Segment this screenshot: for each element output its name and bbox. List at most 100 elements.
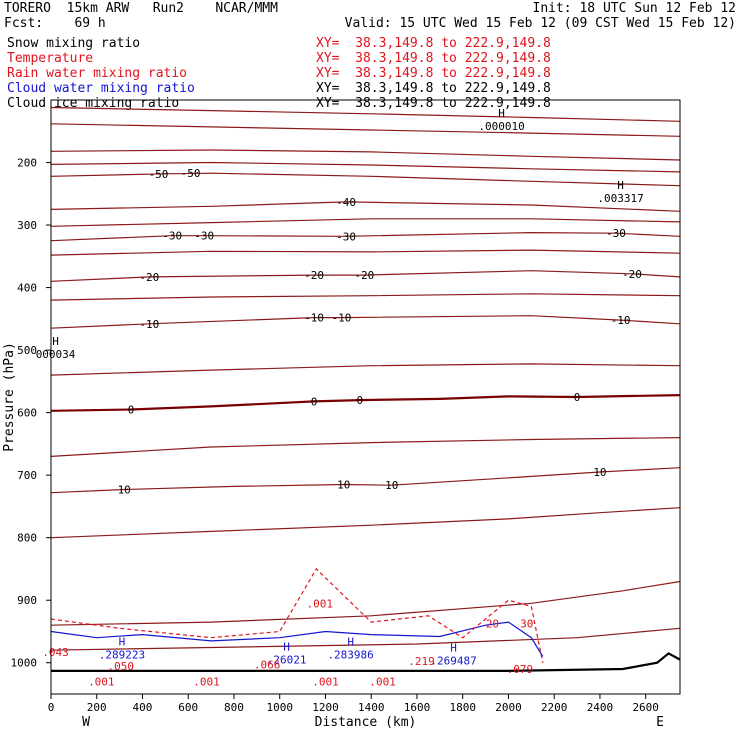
y-axis-label: Pressure (hPa) (2, 342, 17, 452)
isotherm-label-1: -50 (181, 167, 201, 180)
extremum-marker-3: H (119, 635, 126, 648)
legend-cloud-water-xy: XY= 38.3,149.8 to 222.9,149.8 (316, 81, 551, 96)
rain-label-6: .001 (88, 675, 115, 688)
isotherm-label-2: -40 (336, 196, 356, 209)
isotherm-label-15: 0 (128, 404, 135, 417)
series-line-20 (50, 621, 544, 657)
isotherm-label-6: -30 (606, 227, 626, 240)
x-tick-label-0: 0 (48, 701, 55, 714)
isotherm-label-8: -20 (304, 269, 324, 282)
x-tick-label-3: 600 (178, 701, 198, 714)
series-line-17 (50, 580, 681, 626)
series-line-9 (50, 270, 681, 282)
series-line-19 (51, 652, 681, 673)
isotherm-label-14: -10 (611, 314, 631, 327)
rain-label-0: .001 (307, 597, 334, 610)
series-line-18 (50, 627, 681, 651)
rain-label-11: 30 (520, 617, 533, 630)
valid-time: Valid: 15 UTC Wed 15 Feb 12 (09 CST Wed … (344, 16, 736, 31)
isotherm-label-9: -20 (354, 269, 374, 282)
isotherm-label-3: -30 (162, 230, 182, 243)
series-line-4 (50, 172, 681, 187)
extremum-marker-0: H (498, 107, 505, 120)
legend-snow-label: Snow mixing ratio (7, 36, 141, 51)
extremum-value-0: .000010 (478, 120, 524, 133)
isotherm-label-10: -20 (622, 268, 642, 281)
forecast-hour: Fcst: 69 h (4, 16, 106, 31)
y-tick-label-4: 600 (17, 407, 37, 420)
rain-label-9: .001 (369, 675, 396, 688)
x-tick-label-1: 200 (87, 701, 107, 714)
isotherm-label-21: 10 (385, 479, 398, 492)
axis-layer: 0 200 400 600 800 1000 1200 1400 1600 1800 2000 220… (11, 157, 659, 714)
legend-rain-label: Rain water mixing ratio (7, 66, 188, 81)
legend-rain-xy: XY= 38.3,149.8 to 222.9,149.8 (316, 66, 551, 81)
x-tick-label-11: 2200 (541, 701, 568, 714)
extremum-marker-5: H (347, 635, 354, 648)
isotherm-label-12: -10 (304, 312, 324, 325)
isotherm-label-4: -30 (194, 230, 214, 243)
x-tick-label-6: 1200 (312, 701, 339, 714)
y-tick-label-1: 300 (17, 219, 37, 232)
series-line-15 (50, 467, 681, 494)
isotherm-label-7: -20 (139, 271, 159, 284)
x-end-label-east: E (656, 715, 664, 730)
extremum-value-2: 000034 (36, 348, 76, 361)
x-tick-label-10: 2000 (495, 701, 522, 714)
model-title: TORERO 15km ARW Run2 NCAR/MMM (4, 1, 278, 16)
x-tick-label-8: 1600 (404, 701, 431, 714)
series-layer (50, 106, 681, 673)
series-line-7 (50, 231, 681, 242)
legend-temperature-xy: XY= 38.3,149.8 to 222.9,149.8 (316, 51, 551, 66)
y-tick-label-0: 200 (17, 157, 37, 170)
legend-snow-xy: XY= 38.3,149.8 to 222.9,149.8 (316, 36, 551, 51)
isotherm-label-13: -10 (332, 312, 352, 325)
isotherm-label-20: 10 (337, 479, 350, 492)
x-tick-label-4: 800 (224, 701, 244, 714)
series-line-6 (50, 218, 681, 227)
isotherm-label-17: 0 (356, 394, 363, 407)
series-line-12 (50, 363, 681, 376)
x-axis-label: Distance (km) (315, 715, 417, 730)
x-tick-label-9: 1800 (449, 701, 476, 714)
y-tick-label-6: 800 (17, 532, 37, 545)
series-line-13 (50, 394, 681, 412)
x-tick-label-2: 400 (133, 701, 153, 714)
x-end-label-west: W (82, 715, 90, 730)
rain-label-4: .219 (408, 655, 435, 668)
init-time: Init: 18 UTC Sun 12 Feb 12 (532, 1, 737, 16)
y-tick-label-5: 700 (17, 469, 37, 482)
series-line-21 (50, 567, 544, 663)
rain-label-1: .043 (42, 646, 69, 659)
isotherm-label-0: -50 (149, 168, 169, 181)
series-line-3 (50, 161, 681, 173)
series-line-11 (50, 315, 681, 329)
isotherm-label-11: -10 (139, 318, 159, 331)
isotherm-label-19: 10 (118, 484, 131, 497)
isotherm-label-16: 0 (311, 395, 318, 408)
y-tick-label-7: 900 (17, 594, 37, 607)
x-tick-label-12: 2400 (587, 701, 614, 714)
series-line-16 (50, 507, 681, 539)
extremum-marker-6: H (450, 642, 457, 655)
x-tick-label-7: 1400 (358, 701, 385, 714)
legend-cloud-water-label: Cloud water mixing ratio (7, 81, 195, 96)
extremum-value-5: .283986 (327, 648, 373, 661)
extremum-marker-1: H (617, 179, 624, 192)
rain-label-7: .001 (193, 675, 220, 688)
isotherm-label-5: -30 (336, 230, 356, 243)
extremum-marker-4: H (283, 640, 290, 653)
extremum-value-3: .289223 (99, 648, 145, 661)
y-tick-label-8: 1000 (11, 657, 38, 670)
plot-frame (50, 99, 681, 695)
y-tick-label-2: 400 (17, 282, 37, 295)
extremum-value-4: .26021 (267, 653, 307, 666)
series-line-14 (50, 437, 681, 457)
rain-label-10: 20 (486, 617, 499, 630)
series-line-1 (50, 123, 681, 137)
extremum-value-1: .003317 (597, 192, 643, 205)
series-line-0 (50, 106, 681, 122)
rain-label-8: .001 (312, 675, 339, 688)
rain-label-5: .079 (507, 663, 534, 676)
series-line-10 (50, 293, 681, 301)
